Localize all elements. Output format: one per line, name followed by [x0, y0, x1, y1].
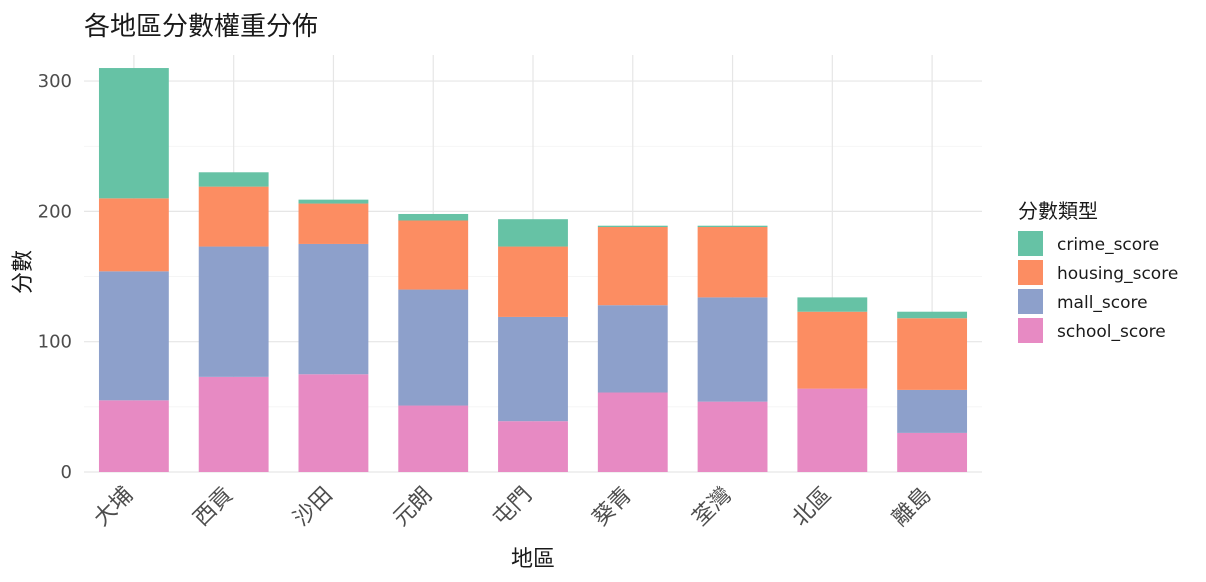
legend-label: crime_score	[1057, 235, 1159, 255]
x-tick-label: 北區	[788, 483, 837, 532]
bar-housing_score	[198, 186, 269, 247]
bar-mall_score	[398, 289, 469, 406]
y-axis-title: 分數	[11, 250, 36, 294]
legend-swatch	[1018, 260, 1043, 285]
x-tick-label: 元朗	[389, 483, 438, 532]
legend-label: school_score	[1057, 322, 1166, 342]
bar-school_score	[498, 421, 568, 472]
bar-housing_score	[98, 198, 169, 272]
y-tick-label: 200	[38, 201, 72, 222]
x-tick-label: 離島	[888, 483, 937, 532]
legend-title: 分數類型	[1018, 199, 1098, 223]
bar-school_score	[398, 405, 469, 472]
x-tick-label: 荃灣	[688, 483, 737, 532]
bar-crime_score	[98, 68, 169, 199]
legend-swatch	[1018, 231, 1043, 256]
bar-crime_score	[198, 172, 269, 187]
chart-title: 各地區分數權重分佈	[84, 12, 318, 42]
bar-housing_score	[597, 227, 668, 306]
x-tick-label: 葵青	[588, 483, 637, 532]
bar-housing_score	[498, 246, 568, 317]
x-tick-label: 大埔	[89, 483, 138, 532]
x-axis-ticks: 大埔 西貢 沙田 元朗 屯門 葵青 荃灣 北區 離島	[89, 483, 936, 532]
y-axis-ticks: 0 100 200 300	[38, 71, 72, 483]
legend-label: mall_score	[1057, 293, 1148, 313]
bar-school_score	[897, 432, 968, 472]
bar-crime_score	[697, 225, 768, 228]
legend-swatch	[1018, 318, 1043, 343]
legend-swatch	[1018, 289, 1043, 314]
x-axis-title: 地區	[511, 547, 555, 572]
bar-mall_score	[597, 305, 668, 393]
bar-school_score	[597, 392, 668, 472]
x-tick-label: 屯門	[488, 483, 537, 532]
bar-crime_score	[897, 311, 968, 319]
bar-school_score	[797, 388, 868, 472]
bar-mall_score	[697, 297, 768, 402]
bar-mall_score	[98, 271, 169, 401]
x-tick-label: 西貢	[189, 483, 238, 532]
bar-mall_score	[298, 243, 369, 375]
bar-school_score	[198, 376, 269, 472]
bar-mall_score	[198, 246, 269, 377]
bar-housing_score	[697, 227, 768, 298]
y-tick-label: 300	[38, 71, 72, 92]
legend: 分數類型 crime_score housing_score mall_scores…	[1018, 199, 1178, 343]
bar-crime_score	[298, 199, 369, 204]
bars	[98, 68, 968, 472]
bar-mall_score	[897, 389, 968, 433]
bar-housing_score	[897, 318, 968, 390]
x-tick-label: 沙田	[289, 483, 338, 532]
bar-crime_score	[398, 213, 469, 221]
bar-mall_score	[498, 316, 568, 422]
bar-crime_score	[597, 225, 668, 228]
y-tick-label: 0	[61, 462, 72, 483]
y-tick-label: 100	[38, 332, 72, 353]
bar-crime_score	[797, 297, 868, 312]
bar-school_score	[298, 374, 369, 472]
legend-label: housing_score	[1057, 264, 1178, 284]
bar-housing_score	[797, 311, 868, 389]
bar-housing_score	[298, 203, 369, 244]
bar-crime_score	[498, 219, 568, 247]
bar-housing_score	[398, 220, 469, 290]
bar-school_score	[98, 400, 169, 472]
bar-school_score	[697, 401, 768, 472]
